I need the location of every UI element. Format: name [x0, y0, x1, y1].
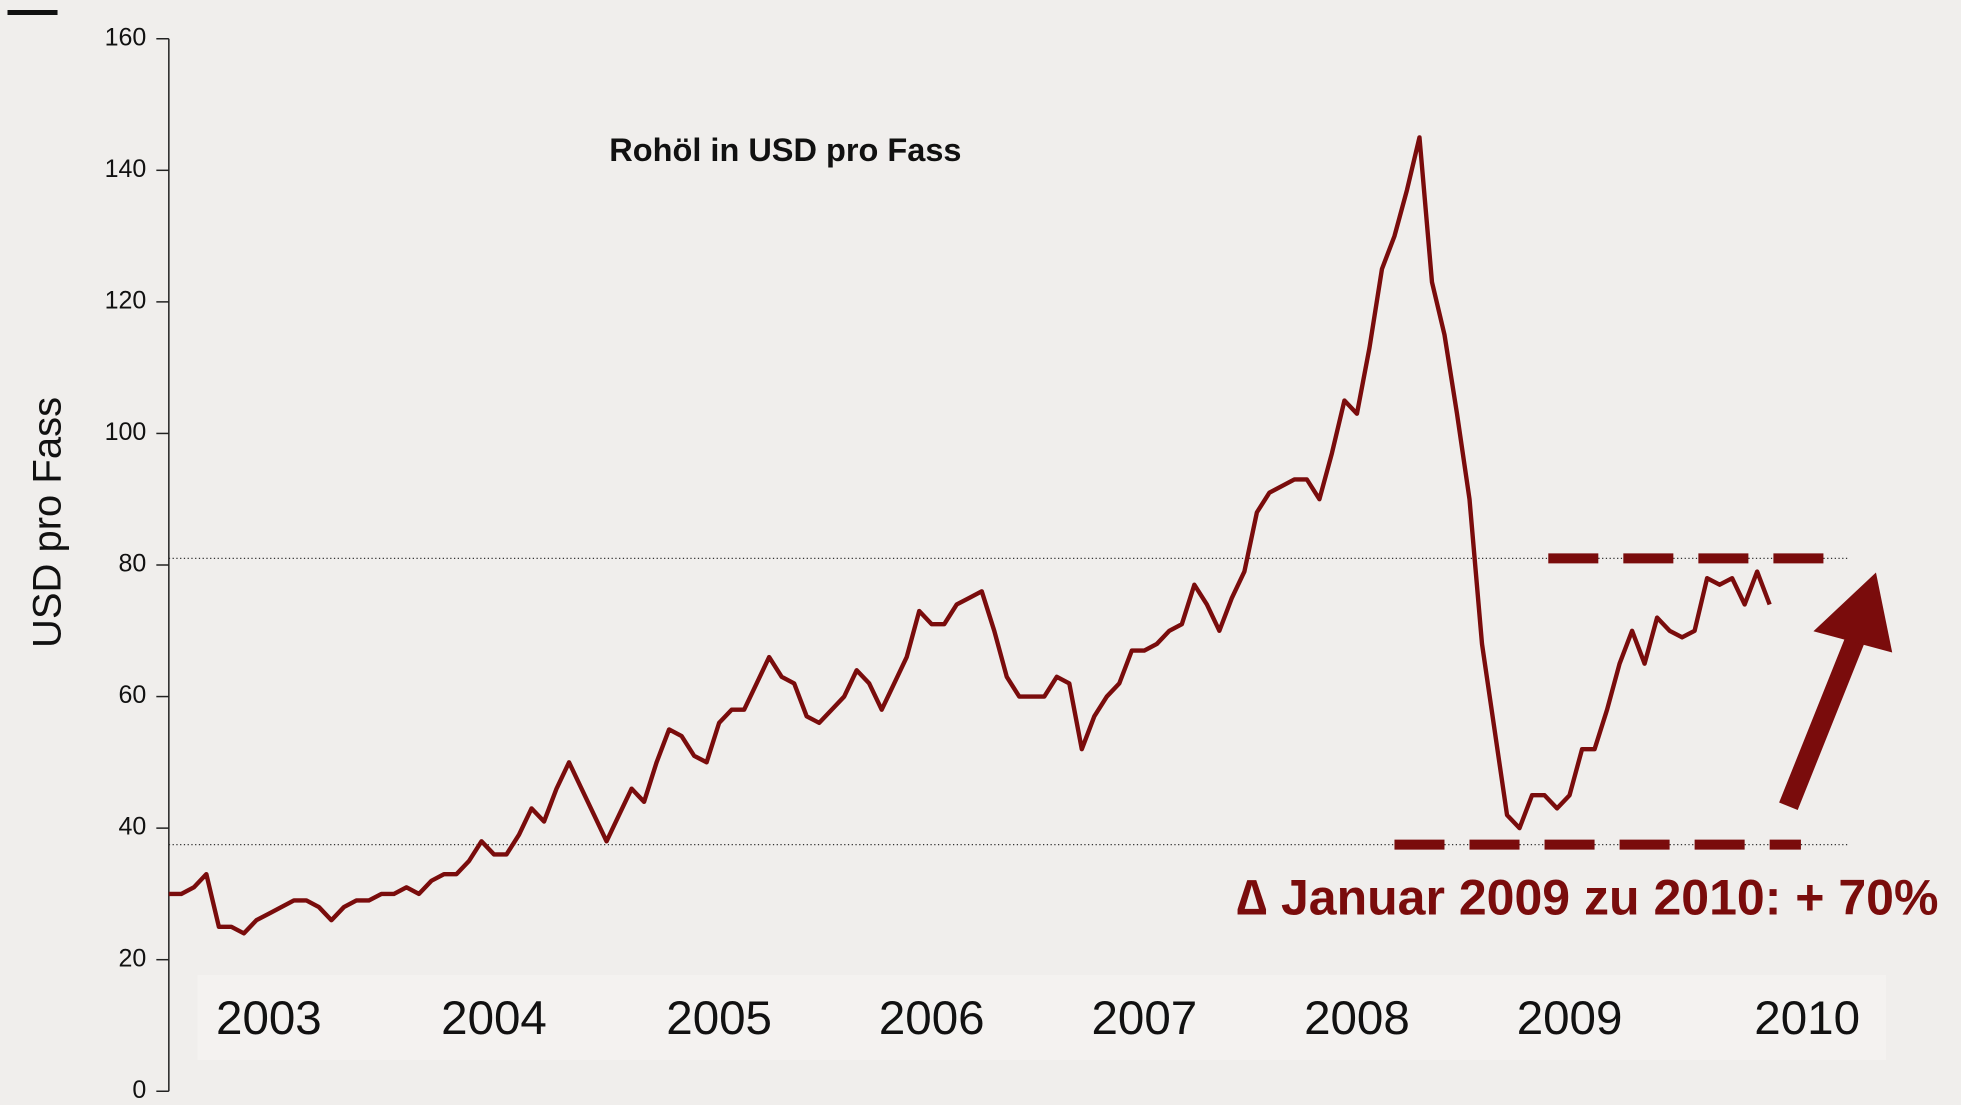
y-tick-label: 100 [105, 418, 147, 446]
x-tick-label: 2007 [1091, 992, 1197, 1045]
x-tick-label: 2008 [1304, 992, 1410, 1045]
chart-title: Rohöl in USD pro Fass [609, 132, 961, 168]
x-tick-label: 2004 [441, 992, 547, 1045]
y-axis-label: USD pro Fass [26, 397, 70, 648]
price-line [168, 135, 1772, 936]
arrow-head [1813, 572, 1893, 653]
x-tick-label: 2009 [1517, 992, 1623, 1045]
x-tick-label: 2003 [216, 992, 322, 1045]
arrow-shaft [1779, 621, 1871, 810]
y-tick-label: 20 [119, 944, 147, 972]
annotation: ∆ Januar 2009 zu 2010: + 70% [1236, 869, 1938, 925]
y-tick-label: 120 [105, 286, 147, 314]
decoration [7, 10, 58, 15]
y-tick-label: 160 [105, 23, 147, 51]
arrow [1779, 572, 1893, 810]
y-tick-label: 60 [119, 681, 147, 709]
x-label-band [197, 975, 1886, 1060]
y-tick-label: 140 [105, 155, 147, 183]
x-tick-label: 2006 [879, 992, 985, 1045]
x-tick-label: 2010 [1754, 992, 1860, 1045]
y-tick-label: 0 [132, 1076, 146, 1104]
y-tick-label: 80 [119, 550, 147, 578]
y-tick-label: 40 [119, 813, 147, 841]
x-tick-label: 2005 [666, 992, 772, 1045]
